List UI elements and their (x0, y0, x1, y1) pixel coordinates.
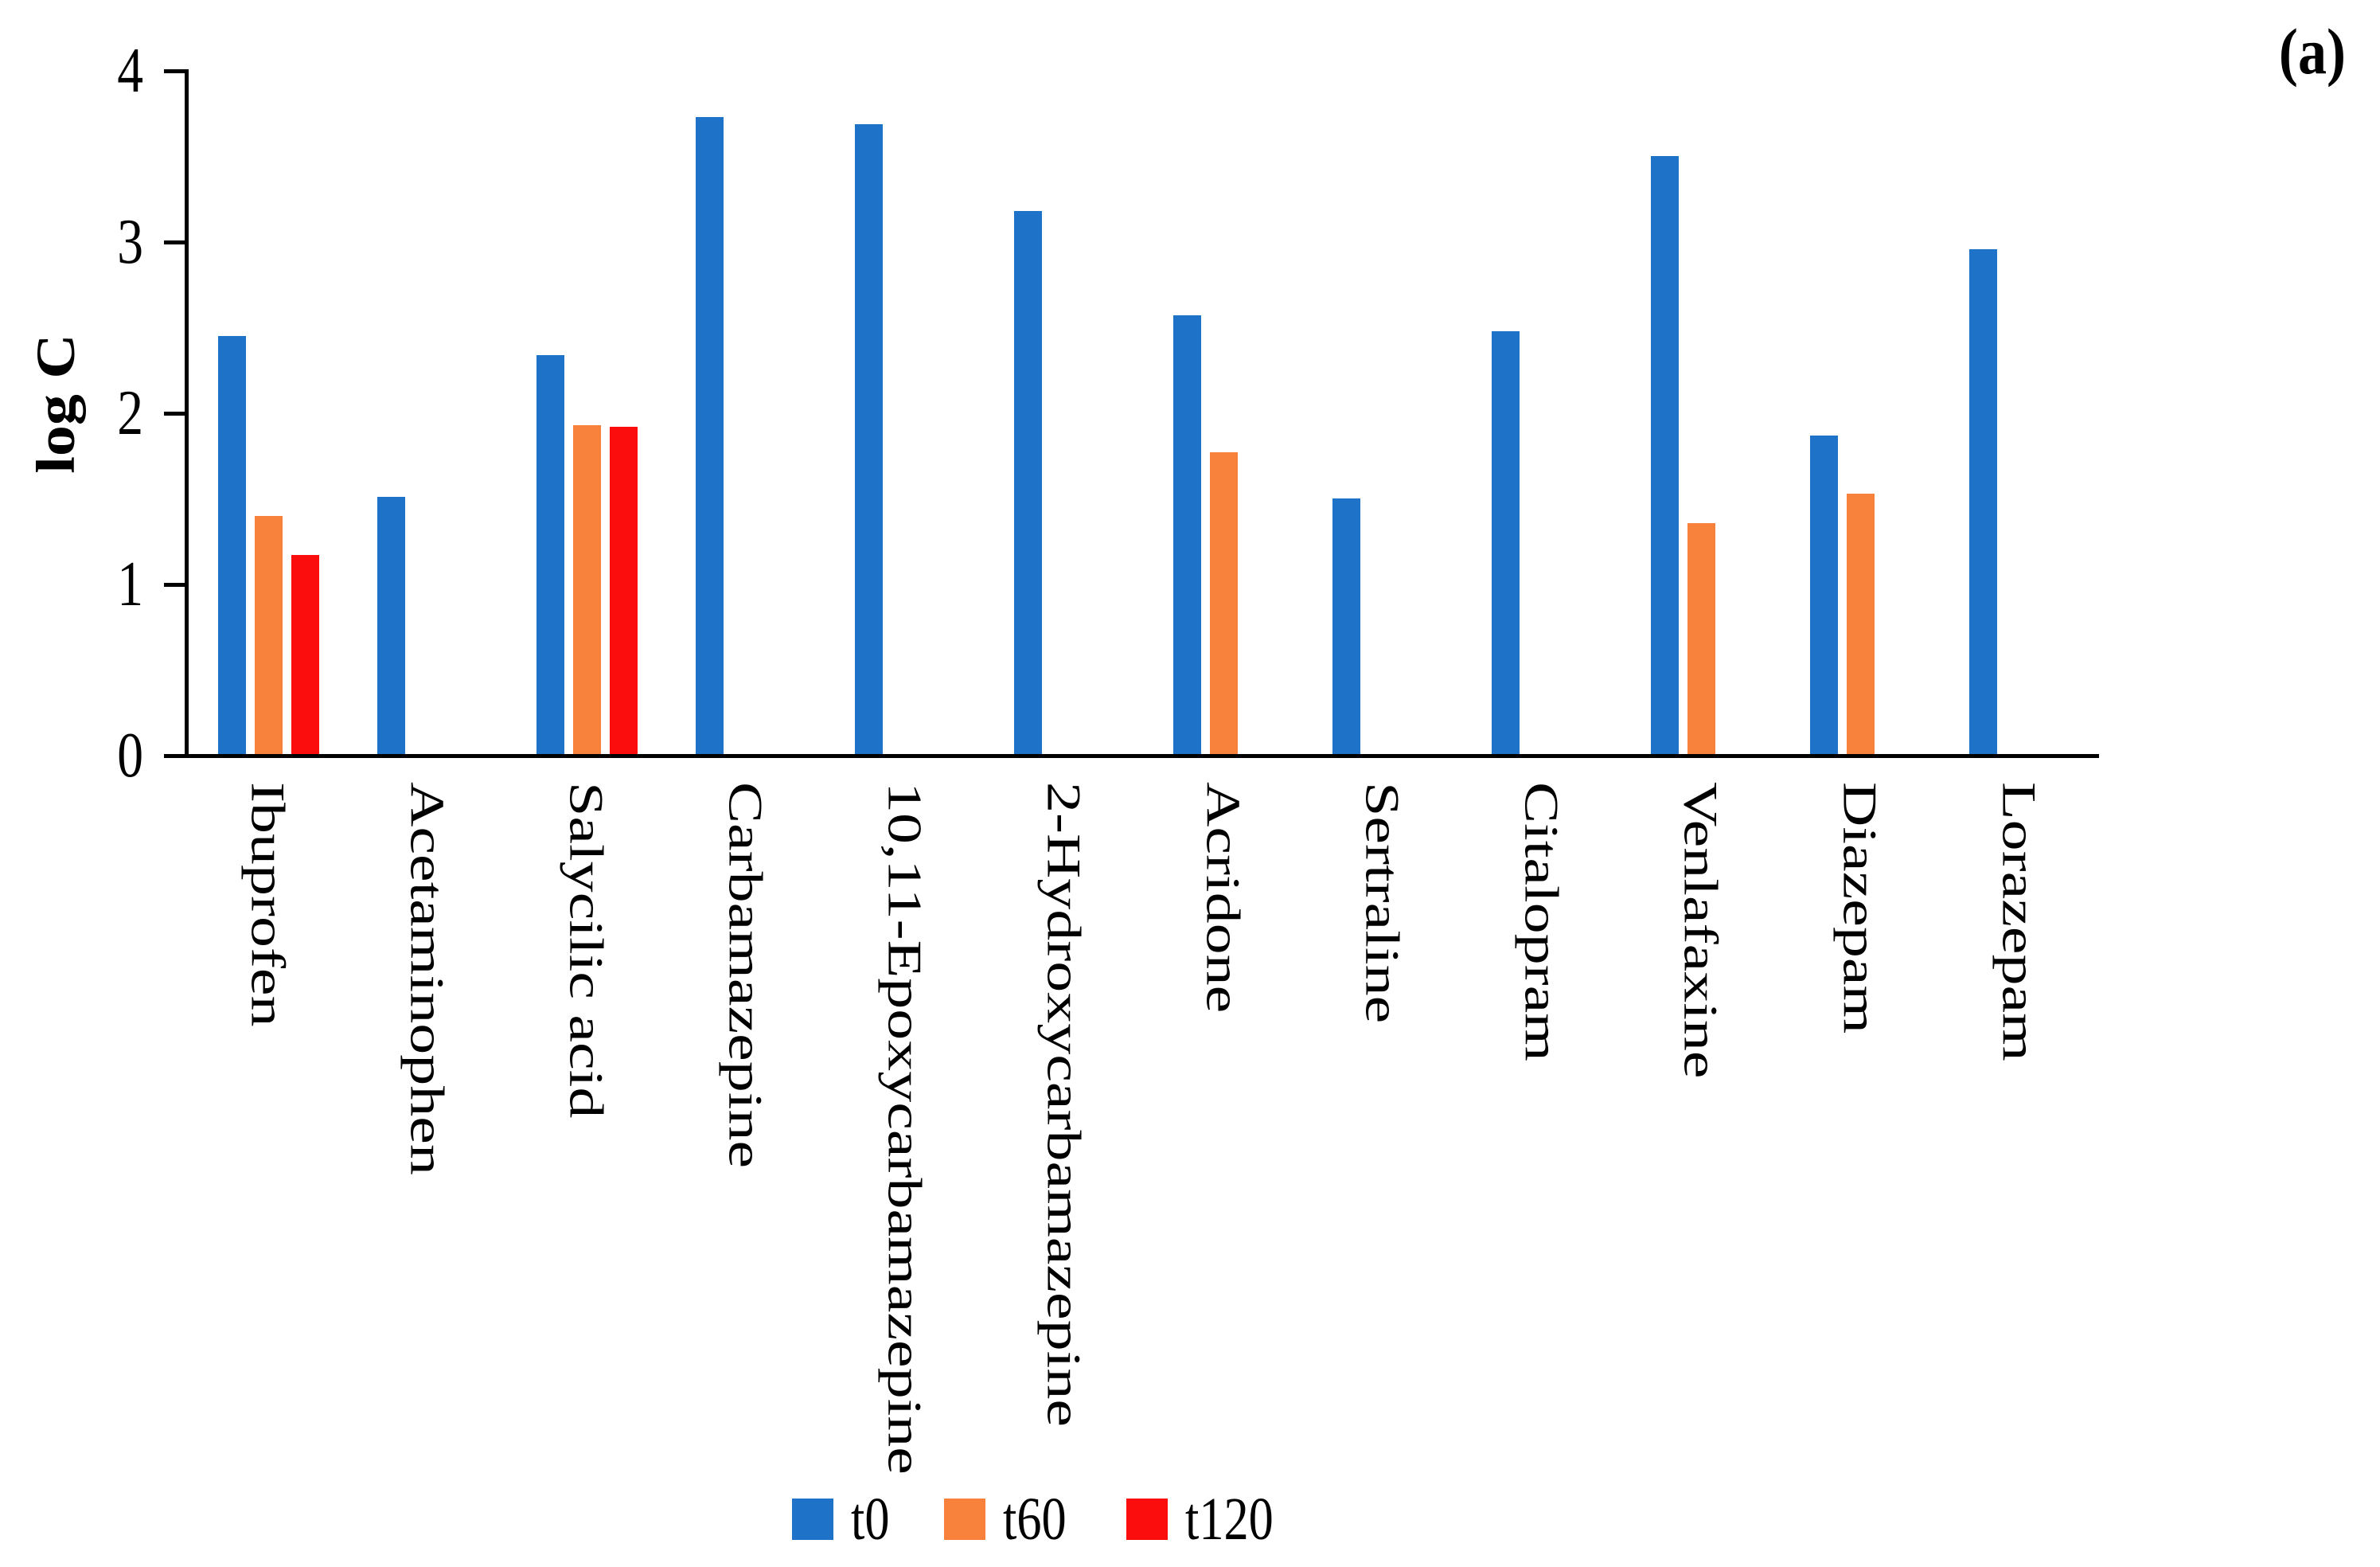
bar-t0-2-hydroxycarbamazepine (1014, 211, 1042, 756)
y-tick-label: 3 (117, 207, 143, 277)
y-tick-label: 0 (117, 721, 143, 791)
y-tick-mark (164, 412, 185, 416)
category-label-sertraline: Sertraline (1339, 782, 1426, 1514)
legend-swatch-t60 (944, 1499, 986, 1540)
category-label-text: Salycilic acid (560, 782, 615, 1119)
legend-item-t0: t0 (792, 1487, 898, 1551)
bar-t0-ibuprofen (218, 336, 246, 756)
bar-t60-salycilic-acid (573, 425, 601, 756)
category-label-citalopram: Citalopram (1498, 782, 1586, 1514)
bar-t60-ibuprofen (255, 516, 283, 756)
category-label-acetaminophen: Acetaminophen (384, 782, 471, 1514)
bar-t0-sertraline (1332, 498, 1360, 756)
legend-item-t60: t60 (944, 1487, 1080, 1551)
x-axis-line (185, 754, 2099, 758)
bar-t60-acridone (1210, 452, 1238, 756)
legend-swatch-t0 (792, 1499, 833, 1540)
bar-t0-acetaminophen (377, 497, 405, 756)
legend-label-t120: t120 (1185, 1486, 1274, 1553)
category-label-text: 10,11-Epoxycarbamazepine (878, 782, 933, 1475)
category-label-text: Lorazepam (1992, 782, 2047, 1061)
bar-t0-venlafaxine (1651, 156, 1679, 756)
category-label-salycilic-acid: Salycilic acid (543, 782, 630, 1514)
legend-item-t120: t120 (1126, 1487, 1293, 1551)
category-label-lorazepam: Lorazepam (1976, 782, 2063, 1514)
category-label-text: Citalopram (1515, 782, 1570, 1061)
bar-t0-citalopram (1492, 331, 1520, 756)
legend-swatch-t120 (1126, 1499, 1169, 1540)
category-label-text: 2-Hydroxycarbamazepine (1037, 782, 1092, 1427)
bar-t120-salycilic-acid (610, 427, 638, 756)
y-tick-label: 4 (117, 36, 143, 106)
bar-t120-ibuprofen (291, 555, 319, 756)
category-label-text: Carbamazepine (719, 782, 774, 1169)
category-label-text: Ibuprofen (241, 782, 296, 1027)
category-label-10-11-epoxycarbamazepine: 10,11-Epoxycarbamazepine (861, 782, 949, 1514)
y-tick-mark (164, 69, 185, 73)
bar-t0-salycilic-acid (536, 355, 564, 756)
bar-t60-venlafaxine (1687, 523, 1715, 756)
y-tick-label: 2 (117, 378, 143, 448)
category-label-diazepam: Diazepam (1816, 782, 1904, 1514)
legend-label-t0: t0 (851, 1486, 890, 1553)
bar-t0-carbamazepine (696, 117, 724, 756)
category-label-text: Acetaminophen (400, 782, 455, 1175)
bar-t0-acridone (1173, 315, 1201, 756)
category-label-text: Diazepam (1833, 782, 1888, 1034)
y-tick-label: 1 (117, 549, 143, 619)
bar-t0-lorazepam (1969, 249, 1997, 756)
legend-label-t60: t60 (1003, 1486, 1067, 1553)
y-tick-mark (164, 754, 185, 758)
y-axis-line (185, 69, 189, 757)
y-tick-mark (164, 240, 185, 244)
category-label-venlafaxine: Venlafaxine (1657, 782, 1745, 1514)
category-label-carbamazepine: Carbamazepine (702, 782, 790, 1514)
category-label-ibuprofen: Ibuprofen (224, 782, 312, 1514)
category-label-text: Sertraline (1356, 782, 1410, 1024)
y-tick-mark (164, 583, 185, 587)
legend: t0 t60 t120 (792, 1487, 1293, 1551)
panel-label: (a) (2278, 15, 2347, 88)
category-label-2-hydroxycarbamazepine: 2-Hydroxycarbamazepine (1020, 782, 1108, 1514)
bar-t0-diazepam (1810, 436, 1838, 756)
category-label-acridone: Acridone (1180, 782, 1267, 1514)
bar-t60-diazepam (1847, 494, 1875, 756)
bar-t0-10-11-epoxycarbamazepine (855, 124, 883, 756)
category-label-text: Venlafaxine (1674, 782, 1729, 1079)
category-label-text: Acridone (1196, 782, 1251, 1014)
